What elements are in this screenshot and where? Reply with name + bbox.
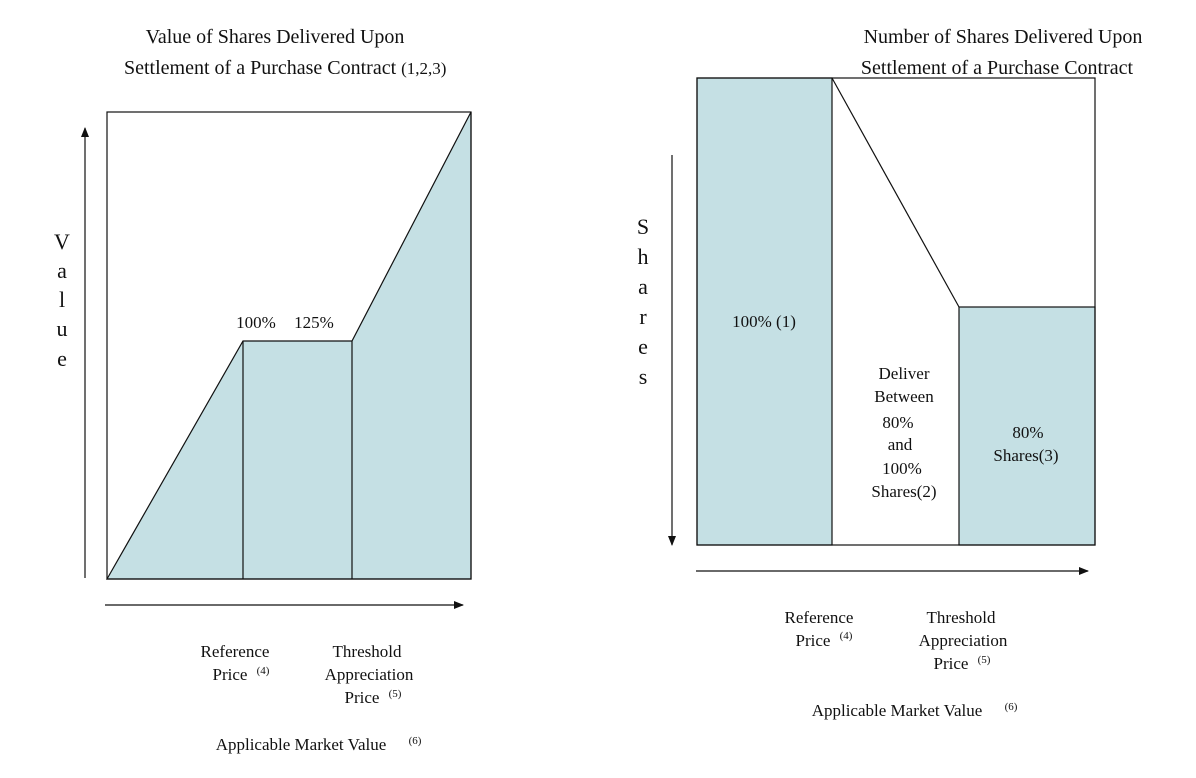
ref-note: (4) <box>840 630 853 642</box>
right-title-line2: Settlement of a Purchase Contract <box>861 57 1134 79</box>
region2-line: Shares(2) <box>871 482 936 501</box>
ref-line2: Price <box>213 665 248 684</box>
left-diagram: Value of Shares Delivered Upon Settlemen… <box>54 26 472 754</box>
left-chart-frame <box>106 111 472 580</box>
region3-label: 80% Shares(3) <box>993 423 1058 465</box>
left-threshold-price-label: Threshold Appreciation Price (5) <box>325 642 414 707</box>
region2-line: and <box>888 435 913 454</box>
region2-label: Deliver Between 80% and 100% Shares(2) <box>871 364 936 501</box>
left-x-axis-label: Applicable Market Value (6) <box>216 735 422 754</box>
right-threshold-price-label: Threshold Appreciation Price (5) <box>919 608 1008 673</box>
y-letter: S <box>637 214 649 239</box>
y-letter: e <box>57 346 67 371</box>
y-letter: u <box>57 316 68 341</box>
thr-line2: Appreciation <box>919 631 1008 650</box>
region2-line: 80% <box>882 413 913 432</box>
ref-line1: Reference <box>201 642 270 661</box>
ref-line2: Price <box>796 631 831 650</box>
region2-line: Deliver <box>879 364 930 383</box>
y-letter: l <box>59 287 65 312</box>
thr-line2: Appreciation <box>325 665 414 684</box>
right-title-line1: Number of Shares Delivered Upon <box>864 26 1143 48</box>
x-label-note: (6) <box>1005 701 1018 713</box>
thr-note: (5) <box>978 654 991 666</box>
region2-line: Between <box>874 387 934 406</box>
plateau-label-100: 100% <box>236 313 276 332</box>
left-title-line1: Value of Shares Delivered Upon <box>146 26 405 48</box>
x-label-note: (6) <box>409 735 422 747</box>
thr-line3: Price <box>345 688 380 707</box>
value-payoff-area <box>105 111 472 580</box>
y-letter: r <box>639 304 647 329</box>
y-letter: s <box>639 364 648 389</box>
y-letter: V <box>54 229 70 254</box>
declining-shares-line <box>831 77 960 308</box>
region1-label: 100% (1) <box>732 312 796 331</box>
right-diagram: Number of Shares Delivered Upon Settleme… <box>637 26 1143 720</box>
region3-line: Shares(3) <box>993 446 1058 465</box>
right-x-axis-label: Applicable Market Value (6) <box>812 701 1018 720</box>
left-title-line2: Settlement of a Purchase Contract (1,2,3) <box>124 57 446 79</box>
y-letter: a <box>638 274 648 299</box>
left-title-text: Settlement of a Purchase Contract <box>124 57 397 79</box>
x-label-text: Applicable Market Value <box>812 701 983 720</box>
y-letter: e <box>638 334 648 359</box>
region3-line: 80% <box>1012 423 1043 442</box>
thr-line1: Threshold <box>333 642 402 661</box>
right-chart-frame <box>696 77 1096 546</box>
thr-line1: Threshold <box>927 608 996 627</box>
thr-note: (5) <box>389 688 402 700</box>
ref-line1: Reference <box>785 608 854 627</box>
left-y-axis-label: V a l u e <box>54 229 70 371</box>
left-reference-price-label: Reference Price (4) <box>201 642 270 684</box>
right-y-axis-label: S h a r e s <box>637 214 649 389</box>
y-letter: a <box>57 258 67 283</box>
plateau-label-125: 125% <box>294 313 334 332</box>
thr-line3: Price <box>934 654 969 673</box>
y-letter: h <box>638 244 649 269</box>
region-100-percent <box>696 77 833 546</box>
right-reference-price-label: Reference Price (4) <box>785 608 854 650</box>
left-title-note: (1,2,3) <box>401 59 446 78</box>
region2-line: 100% <box>882 459 922 478</box>
ref-note: (4) <box>257 665 270 677</box>
x-label-text: Applicable Market Value <box>216 735 387 754</box>
